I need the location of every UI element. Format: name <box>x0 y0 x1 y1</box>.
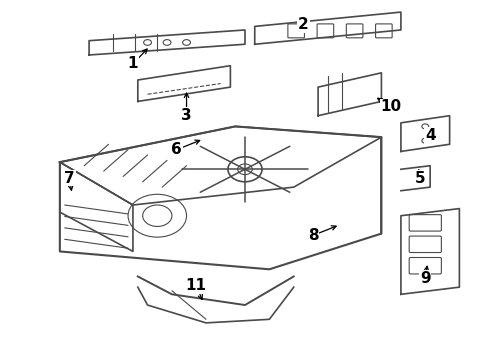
Text: 8: 8 <box>308 228 319 243</box>
Text: 4: 4 <box>425 128 436 143</box>
Text: 1: 1 <box>128 57 138 71</box>
Text: 10: 10 <box>381 99 402 114</box>
Text: 11: 11 <box>186 278 207 293</box>
Text: 5: 5 <box>415 171 426 186</box>
Text: 6: 6 <box>172 142 182 157</box>
Text: 3: 3 <box>181 108 192 123</box>
Text: 7: 7 <box>64 171 75 186</box>
Text: 2: 2 <box>298 17 309 32</box>
Text: 9: 9 <box>420 271 431 286</box>
